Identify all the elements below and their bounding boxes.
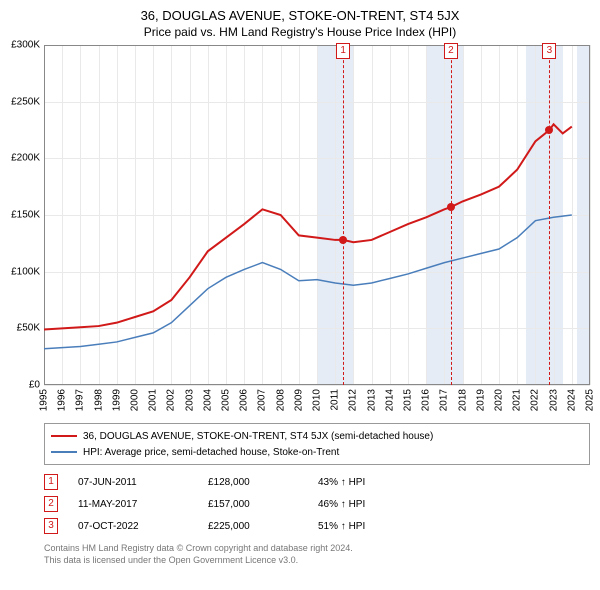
page-subtitle: Price paid vs. HM Land Registry's House … [0,23,600,45]
ytick-label: £50K [17,323,40,334]
sales-table: 1 07-JUN-2011£128,00043% ↑ HPI 2 11-MAY-201… [44,471,590,537]
legend-label: HPI: Average price, semi-detached house,… [83,447,339,458]
legend-swatch [51,435,77,437]
sales-pct: 43% ↑ HPI [318,477,408,488]
xtick-label: 2003 [184,389,195,411]
sales-marker-box: 1 [44,474,58,490]
xtick-label: 1996 [57,389,68,411]
xtick-label: 2000 [130,389,141,411]
xtick-label: 2005 [221,389,232,411]
marker-box: 3 [542,43,556,59]
ytick-label: £200K [11,153,40,164]
legend-label: 36, DOUGLAS AVENUE, STOKE-ON-TRENT, ST4 … [83,431,433,442]
sales-price: £225,000 [208,521,318,532]
legend-row: 36, DOUGLAS AVENUE, STOKE-ON-TRENT, ST4 … [51,428,583,444]
xtick-label: 1995 [39,389,50,411]
legend-row: HPI: Average price, semi-detached house,… [51,444,583,460]
marker-line [451,45,452,385]
gridline-v [590,45,591,385]
legend-swatch [51,451,77,453]
legend: 36, DOUGLAS AVENUE, STOKE-ON-TRENT, ST4 … [44,423,590,465]
ytick-label: £150K [11,210,40,221]
sales-date: 11-MAY-2017 [78,499,208,510]
sales-pct: 46% ↑ HPI [318,499,408,510]
page-title: 36, DOUGLAS AVENUE, STOKE-ON-TRENT, ST4 … [0,0,600,23]
gridline-h [44,385,590,386]
marker-box: 2 [444,43,458,59]
xtick-label: 2016 [421,389,432,411]
ytick-label: £300K [11,40,40,51]
sale-dot [339,236,347,244]
ytick-label: £100K [11,266,40,277]
footer-line: Contains HM Land Registry data © Crown c… [44,543,590,555]
marker-line [343,45,344,385]
sales-marker-box: 2 [44,496,58,512]
xtick-label: 2004 [202,389,213,411]
xtick-label: 2006 [239,389,250,411]
xtick-label: 2015 [403,389,414,411]
xtick-label: 2014 [384,389,395,411]
xtick-label: 1999 [111,389,122,411]
sales-date: 07-OCT-2022 [78,521,208,532]
xtick-label: 2022 [530,389,541,411]
sales-row: 3 07-OCT-2022£225,00051% ↑ HPI [44,515,590,537]
xtick-label: 2023 [548,389,559,411]
xtick-label: 2011 [330,389,341,411]
attribution-footer: Contains HM Land Registry data © Crown c… [44,543,590,566]
sale-dot [447,203,455,211]
xtick-label: 2010 [312,389,323,411]
xtick-label: 2013 [366,389,377,411]
xtick-label: 2020 [494,389,505,411]
sales-row: 2 11-MAY-2017£157,00046% ↑ HPI [44,493,590,515]
xtick-label: 2025 [585,389,596,411]
marker-line [549,45,550,385]
xtick-label: 2021 [512,389,523,411]
sales-marker-box: 3 [44,518,58,534]
sales-price: £128,000 [208,477,318,488]
xtick-label: 2012 [348,389,359,411]
xtick-label: 2009 [293,389,304,411]
sales-pct: 51% ↑ HPI [318,521,408,532]
xtick-label: 2018 [457,389,468,411]
series-hpi [44,215,572,349]
xtick-label: 2007 [257,389,268,411]
xtick-label: 2001 [148,389,159,411]
xtick-label: 2019 [475,389,486,411]
xtick-label: 2002 [166,389,177,411]
xtick-label: 1998 [93,389,104,411]
marker-box: 1 [336,43,350,59]
ytick-label: £250K [11,96,40,107]
xtick-label: 1997 [75,389,86,411]
sale-dot [545,126,553,134]
sales-price: £157,000 [208,499,318,510]
xtick-label: 2008 [275,389,286,411]
footer-line: This data is licensed under the Open Gov… [44,555,590,567]
series-price_paid [44,124,572,329]
sales-row: 1 07-JUN-2011£128,00043% ↑ HPI [44,471,590,493]
chart-plot-area: £0£50K£100K£150K£200K£250K£300K199519961… [44,45,590,385]
xtick-label: 2017 [439,389,450,411]
sales-date: 07-JUN-2011 [78,477,208,488]
xtick-label: 2024 [566,389,577,411]
series-svg [44,45,590,385]
